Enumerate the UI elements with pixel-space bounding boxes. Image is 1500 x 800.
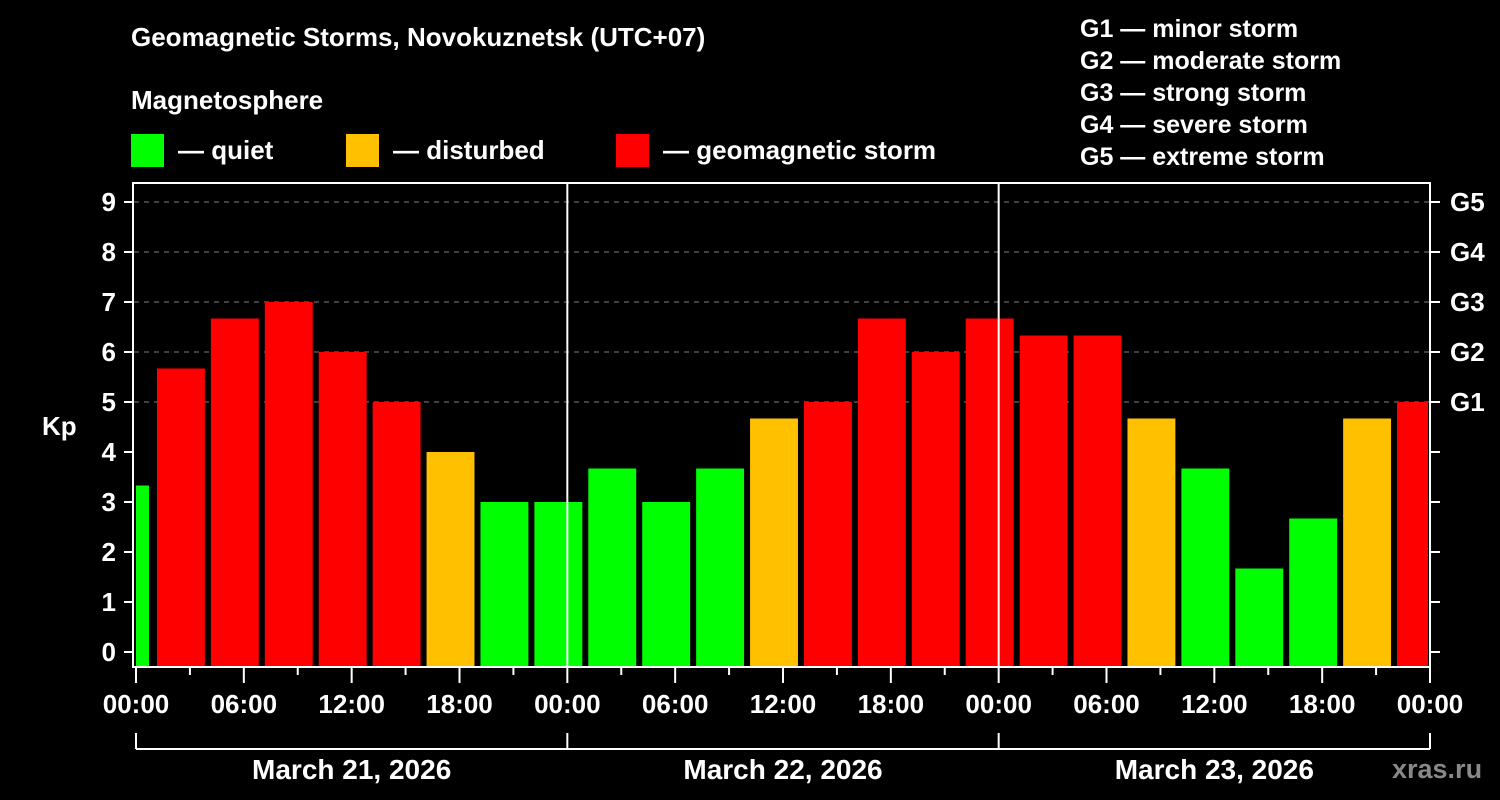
y-tick-label: 3	[101, 487, 116, 517]
kp-bar	[642, 502, 691, 667]
storm-scale-g2: G2 — moderate storm	[1080, 47, 1342, 75]
y-tick-label: 7	[101, 287, 116, 317]
kp-bar	[911, 352, 960, 667]
g-tick-label: G2	[1450, 337, 1485, 367]
date-label: March 21, 2026	[252, 754, 452, 785]
y-tick-label: 4	[101, 437, 116, 467]
kp-bar	[1019, 335, 1068, 667]
kp-bar	[426, 452, 475, 667]
legend-storm: — geomagnetic storm	[616, 133, 936, 167]
legend-storm-label: — geomagnetic storm	[663, 134, 937, 165]
x-tick-label: 12:00	[1181, 689, 1248, 719]
x-tick-label: 00:00	[1396, 689, 1464, 719]
kp-bar	[210, 318, 259, 667]
kp-bar	[857, 318, 906, 667]
y-tick-label: 0	[101, 637, 116, 667]
g-tick-label: G3	[1450, 287, 1485, 317]
kp-bar	[534, 502, 583, 667]
y-tick-label: 2	[101, 537, 116, 567]
kp-bar	[264, 302, 313, 667]
y-tick-label: 1	[101, 587, 116, 617]
x-tick-label: 18:00	[857, 689, 925, 719]
x-tick-label: 00:00	[965, 689, 1032, 719]
y-tick-label: 9	[101, 187, 116, 217]
kp-bar	[1343, 418, 1392, 667]
kp-bar	[1073, 335, 1122, 667]
kp-bar	[156, 368, 205, 667]
kp-bar	[372, 402, 421, 667]
y-axis-label: Kp	[42, 411, 77, 441]
y-tick-label: 6	[101, 337, 116, 367]
watermark: xras.ru	[1392, 754, 1483, 784]
kp-bar	[1181, 468, 1230, 667]
kp-bar	[1235, 568, 1284, 667]
storm-scale-legend: G1 — minor storm G2 — moderate storm G3 …	[1080, 13, 1341, 173]
kp-bar	[965, 318, 1014, 667]
legend-disturbed: — disturbed	[346, 133, 545, 167]
x-tick-label: 00:00	[534, 689, 601, 719]
date-label: March 22, 2026	[683, 754, 883, 785]
storm-scale-g5: G5 — extreme storm	[1080, 143, 1325, 171]
kp-bar	[318, 352, 367, 667]
kp-bar	[1397, 402, 1428, 667]
kp-bar	[480, 502, 529, 667]
kp-bar	[696, 468, 745, 667]
x-tick-label: 18:00	[426, 689, 493, 719]
chart-title: Geomagnetic Storms, Novokuznetsk (UTC+07…	[131, 22, 706, 52]
g-tick-label: G4	[1450, 237, 1485, 267]
chart-subtitle: Magnetosphere	[131, 85, 324, 115]
y-tick-label: 8	[101, 237, 116, 267]
storm-swatch	[616, 133, 649, 167]
x-tick-label: 00:00	[102, 689, 170, 719]
x-tick-label: 12:00	[749, 689, 817, 719]
x-tick-label: 06:00	[1073, 689, 1140, 719]
storm-scale-g4: G4 — severe storm	[1080, 111, 1308, 139]
x-tick-label: 06:00	[641, 689, 709, 719]
kp-bar	[1127, 418, 1176, 667]
kp-bar	[750, 418, 798, 667]
legend-quiet: — quiet	[131, 133, 273, 167]
disturbed-swatch	[346, 133, 379, 167]
storm-scale-g1: G1 — minor storm	[1080, 15, 1299, 43]
kp-bar	[588, 468, 637, 667]
kp-bar	[136, 485, 149, 667]
g-tick-label: G5	[1450, 187, 1485, 217]
legend-quiet-label: — quiet	[178, 134, 274, 165]
storm-scale-g3: G3 — strong storm	[1080, 79, 1307, 107]
kp-bar	[803, 402, 852, 667]
date-label: March 23, 2026	[1114, 754, 1314, 785]
quiet-swatch	[131, 133, 164, 167]
x-tick-label: 06:00	[210, 689, 278, 719]
kp-bar	[1289, 518, 1338, 667]
x-tick-label: 18:00	[1288, 689, 1356, 719]
y-tick-label: 5	[101, 387, 116, 417]
plot-frame	[132, 182, 1431, 668]
g-tick-label: G1	[1450, 387, 1485, 417]
x-tick-label: 12:00	[318, 689, 385, 719]
legend-disturbed-label: — disturbed	[393, 134, 545, 165]
